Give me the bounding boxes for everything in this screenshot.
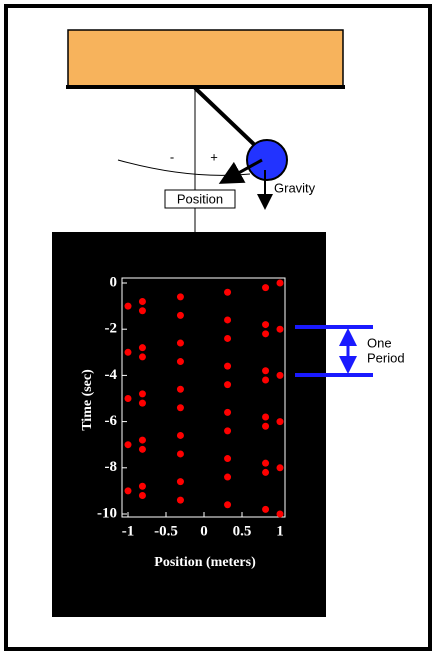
point [262,459,270,467]
point [124,348,132,356]
point [224,334,232,342]
minus-label: - [170,149,174,164]
point [176,339,184,347]
x-tick-label: 0 [200,523,208,539]
point [262,422,270,430]
point [176,293,184,301]
period-label: One [367,335,392,350]
point [262,505,270,513]
point [262,367,270,375]
point [276,510,284,518]
point [176,478,184,486]
point [138,399,146,407]
point [276,418,284,426]
gravity-label: Gravity [274,180,316,195]
point [138,344,146,352]
bob [246,139,288,181]
point [224,362,232,370]
point [224,427,232,435]
x-axis-label: Position (meters) [154,555,256,570]
point [138,297,146,305]
point [176,450,184,458]
point [176,431,184,439]
y-tick-label: -2 [105,321,118,337]
point [262,330,270,338]
point [224,381,232,389]
support [67,29,344,88]
point [138,482,146,490]
point [224,316,232,324]
point [176,385,184,393]
point [224,408,232,416]
point [124,395,132,402]
point [262,284,270,292]
plus-label: + [210,149,218,164]
point [224,473,232,481]
y-tick-label: 0 [110,274,118,290]
point [262,321,270,329]
point [276,371,284,379]
point [176,358,184,366]
point [224,455,232,463]
x-tick-label: 1 [276,523,284,539]
x-tick-label: -1 [122,523,135,539]
position-box [164,189,236,209]
point [124,302,132,310]
string [193,86,264,154]
y-tick-label: -10 [97,505,117,521]
y-tick-label: -8 [105,459,118,475]
point [138,390,146,398]
point [124,441,132,449]
force-arrow [218,158,263,184]
point [262,468,270,476]
point [138,445,146,453]
point [176,404,184,412]
point [176,311,184,319]
point [262,413,270,421]
y-tick-label: -6 [105,413,118,429]
point [276,325,284,333]
point [138,353,146,361]
point [176,496,184,504]
period-label: Period [367,350,405,365]
point [262,376,270,384]
point [224,501,232,509]
position-label: Position [177,191,223,206]
x-tick-label: -0.5 [154,523,178,539]
point [224,288,232,296]
point [276,464,284,472]
x-tick-label: 0.5 [233,523,252,539]
y-tick-label: -4 [105,367,118,383]
point [124,487,132,495]
point [138,492,146,500]
point [138,436,146,444]
point [276,279,284,287]
y-axis-label: Time (sec) [80,369,95,431]
point [138,307,146,315]
